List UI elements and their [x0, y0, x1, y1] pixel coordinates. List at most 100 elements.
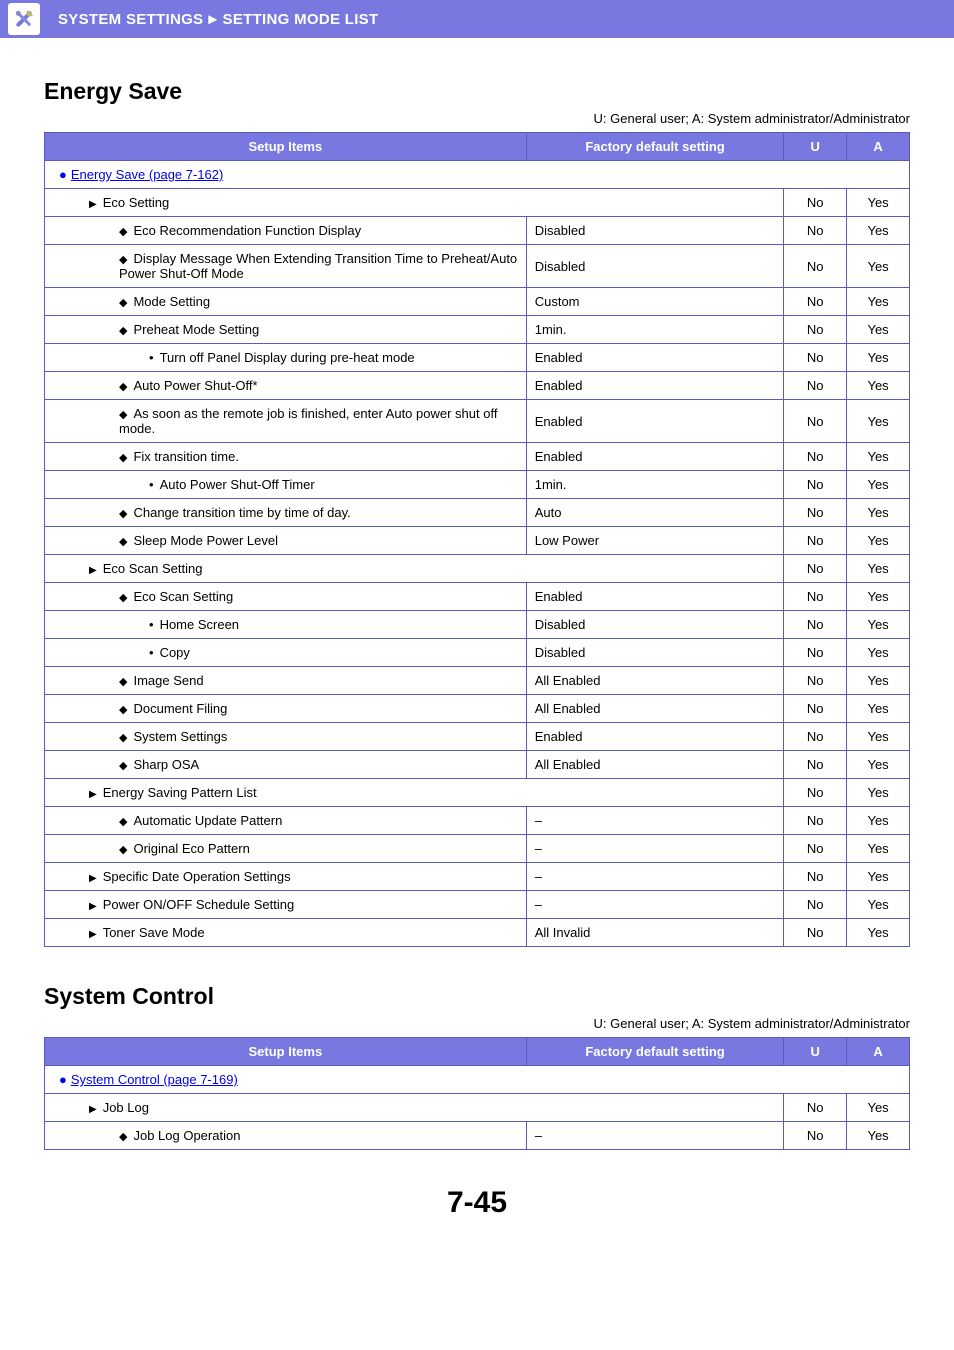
page-content: Energy Save U: General user; A: System ad…: [0, 78, 954, 1250]
bullet-icon: ●: [59, 167, 67, 182]
a-cell: Yes: [847, 344, 910, 372]
table-row: Sleep Mode Power LevelLow PowerNoYes: [45, 527, 910, 555]
setup-item-cell: As soon as the remote job is finished, e…: [45, 400, 527, 443]
setup-item-cell: Change transition time by time of day.: [45, 499, 527, 527]
default-cell: All Enabled: [526, 695, 784, 723]
u-cell: No: [784, 891, 847, 919]
table-row: Mode SettingCustomNoYes: [45, 288, 910, 316]
default-cell: Auto: [526, 499, 784, 527]
setup-item-cell: Fix transition time.: [45, 443, 527, 471]
default-cell: All Enabled: [526, 751, 784, 779]
a-cell: Yes: [847, 316, 910, 344]
default-cell: Enabled: [526, 583, 784, 611]
a-cell: Yes: [847, 527, 910, 555]
default-cell: Low Power: [526, 527, 784, 555]
setup-item-cell: Energy Saving Pattern List: [45, 779, 784, 807]
u-cell: No: [784, 217, 847, 245]
setup-item-cell: Toner Save Mode: [45, 919, 527, 947]
default-cell: 1min.: [526, 471, 784, 499]
u-cell: No: [784, 1094, 847, 1122]
default-cell: All Invalid: [526, 919, 784, 947]
u-cell: No: [784, 695, 847, 723]
table-row: Job LogNoYes: [45, 1094, 910, 1122]
u-cell: No: [784, 751, 847, 779]
setup-item-cell: Auto Power Shut-Off*: [45, 372, 527, 400]
setup-item-cell: Display Message When Extending Transitio…: [45, 245, 527, 288]
a-cell: Yes: [847, 807, 910, 835]
section-link-cell: ● Energy Save (page 7-162): [45, 161, 910, 189]
setup-item-cell: Eco Scan Setting: [45, 555, 784, 583]
column-header: Factory default setting: [526, 133, 784, 161]
default-cell: Custom: [526, 288, 784, 316]
setup-item-cell: Power ON/OFF Schedule Setting: [45, 891, 527, 919]
default-cell: –: [526, 1122, 784, 1150]
u-cell: No: [784, 639, 847, 667]
a-cell: Yes: [847, 443, 910, 471]
a-cell: Yes: [847, 751, 910, 779]
section-link[interactable]: System Control (page 7-169): [71, 1072, 238, 1087]
settings-table: Setup ItemsFactory default settingUA●Ene…: [44, 132, 910, 947]
column-header: A: [847, 1038, 910, 1066]
default-cell: Disabled: [526, 611, 784, 639]
default-cell: –: [526, 891, 784, 919]
settings-table: Setup ItemsFactory default settingUA●Sys…: [44, 1037, 910, 1150]
u-cell: No: [784, 344, 847, 372]
setup-item-cell: System Settings: [45, 723, 527, 751]
default-cell: –: [526, 835, 784, 863]
a-cell: Yes: [847, 372, 910, 400]
u-cell: No: [784, 611, 847, 639]
section-link-cell: ●System Control (page 7-169): [45, 1066, 910, 1094]
u-cell: No: [784, 316, 847, 344]
default-cell: –: [526, 863, 784, 891]
u-cell: No: [784, 919, 847, 947]
table-row: Auto Power Shut-Off*EnabledNoYes: [45, 372, 910, 400]
table-row: Energy Saving Pattern ListNoYes: [45, 779, 910, 807]
column-header: U: [784, 133, 847, 161]
column-header: Setup Items: [45, 1038, 527, 1066]
a-cell: Yes: [847, 471, 910, 499]
setup-item-cell: Mode Setting: [45, 288, 527, 316]
u-cell: No: [784, 583, 847, 611]
a-cell: Yes: [847, 583, 910, 611]
table-row: Auto Power Shut-Off Timer1min.NoYes: [45, 471, 910, 499]
u-cell: No: [784, 863, 847, 891]
section-heading: Energy Save: [44, 78, 910, 105]
default-cell: Disabled: [526, 245, 784, 288]
setup-item-cell: Document Filing: [45, 695, 527, 723]
table-row: Eco Scan SettingEnabledNoYes: [45, 583, 910, 611]
default-cell: Enabled: [526, 723, 784, 751]
u-cell: No: [784, 835, 847, 863]
a-cell: Yes: [847, 189, 910, 217]
chevron-right-icon: ►: [205, 11, 220, 28]
column-header: A: [847, 133, 910, 161]
setup-item-cell: Preheat Mode Setting: [45, 316, 527, 344]
default-cell: All Enabled: [526, 667, 784, 695]
default-cell: Enabled: [526, 372, 784, 400]
u-cell: No: [784, 667, 847, 695]
page-number: 7-45: [44, 1186, 910, 1220]
setup-item-cell: Job Log: [45, 1094, 784, 1122]
a-cell: Yes: [847, 667, 910, 695]
legend-text: U: General user; A: System administrator…: [44, 1016, 910, 1031]
a-cell: Yes: [847, 499, 910, 527]
table-row: Job Log Operation–NoYes: [45, 1122, 910, 1150]
setup-item-cell: Sharp OSA: [45, 751, 527, 779]
u-cell: No: [784, 471, 847, 499]
table-row: Power ON/OFF Schedule Setting–NoYes: [45, 891, 910, 919]
table-row: Eco SettingNoYes: [45, 189, 910, 217]
table-row: Home ScreenDisabledNoYes: [45, 611, 910, 639]
table-row: Turn off Panel Display during pre-heat m…: [45, 344, 910, 372]
a-cell: Yes: [847, 288, 910, 316]
table-row: Sharp OSAAll EnabledNoYes: [45, 751, 910, 779]
a-cell: Yes: [847, 919, 910, 947]
table-row: Original Eco Pattern–NoYes: [45, 835, 910, 863]
table-row: Change transition time by time of day.Au…: [45, 499, 910, 527]
default-cell: Enabled: [526, 344, 784, 372]
default-cell: 1min.: [526, 316, 784, 344]
default-cell: Disabled: [526, 639, 784, 667]
a-cell: Yes: [847, 217, 910, 245]
table-row: Fix transition time.EnabledNoYes: [45, 443, 910, 471]
u-cell: No: [784, 400, 847, 443]
section-link[interactable]: Energy Save (page 7-162): [71, 167, 223, 182]
header-title-left: SYSTEM SETTINGS: [58, 11, 203, 28]
